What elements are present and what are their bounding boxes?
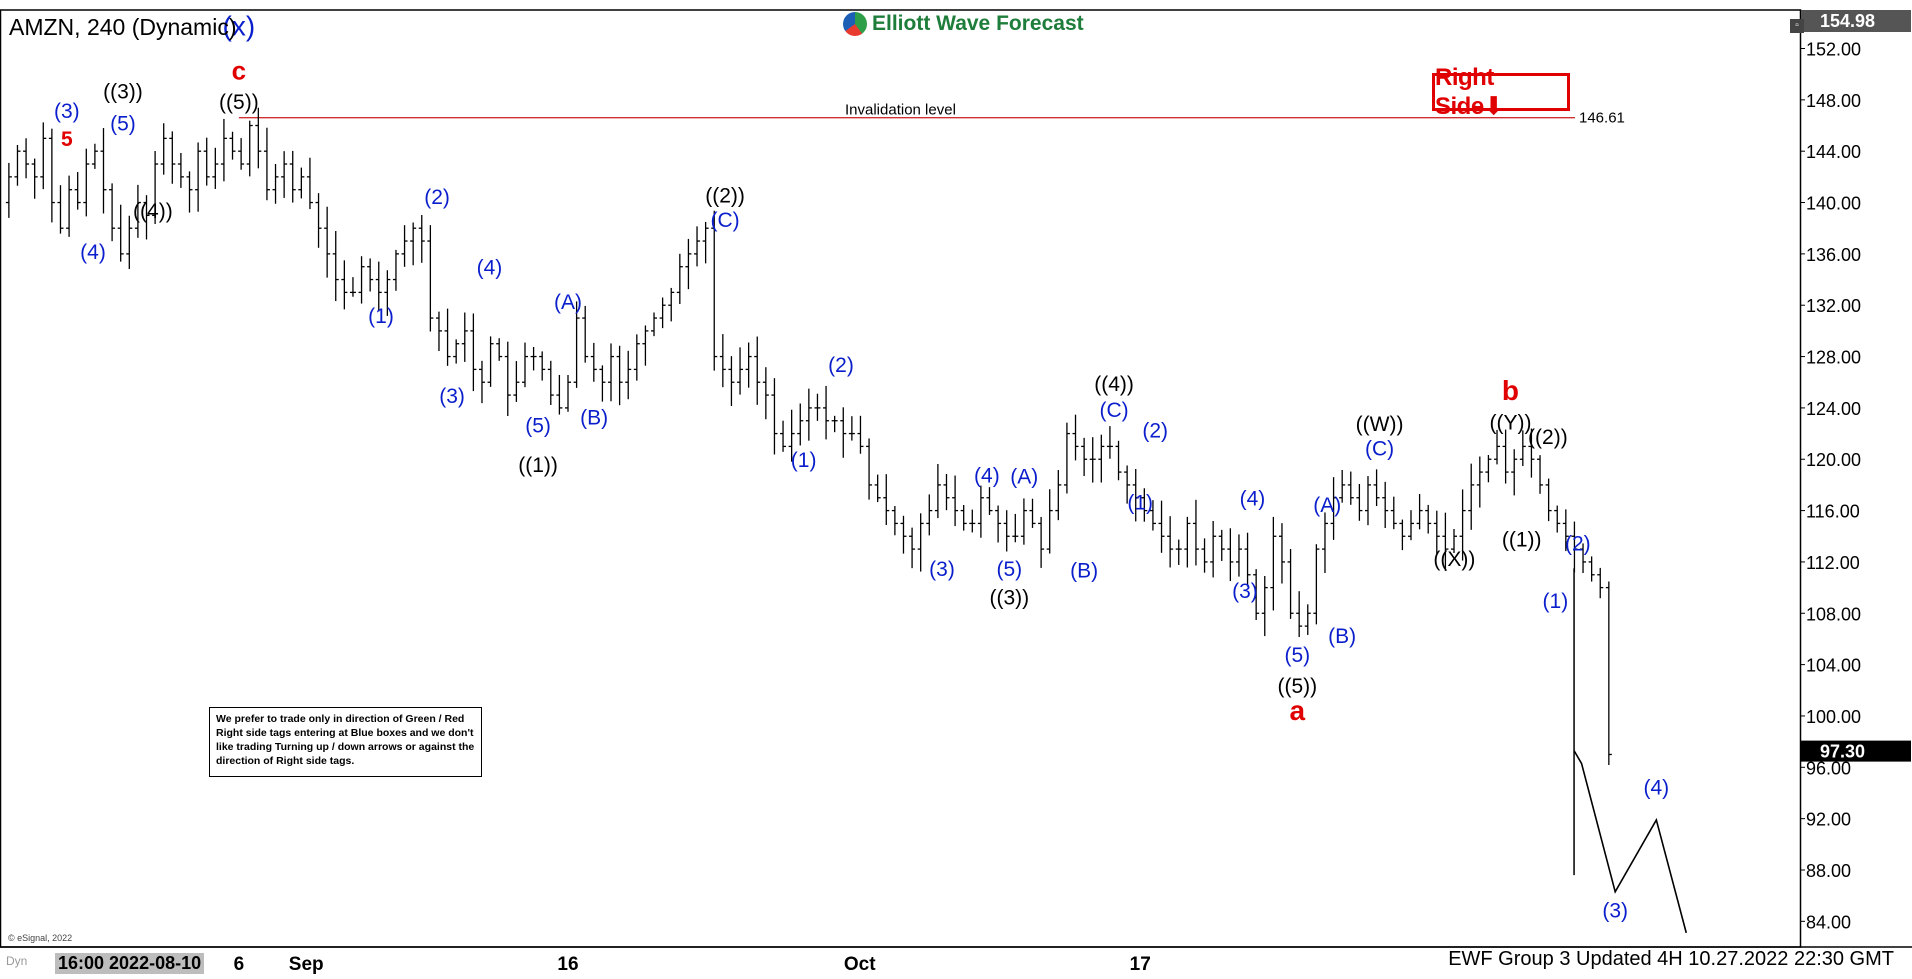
wave-label: ((W)) [1356, 413, 1404, 436]
wave-label: (A) [554, 291, 582, 314]
wave-label: (2) [828, 354, 854, 377]
wave-label: (C) [1099, 399, 1128, 422]
y-tick-label: 104.00 [1806, 656, 1861, 676]
wave-label: 5 [61, 128, 73, 151]
x-tick-label: 6 [234, 954, 245, 975]
wave-label: (4) [80, 241, 106, 264]
wave-label: (1) [791, 449, 817, 472]
wave-label: (2) [1565, 532, 1591, 555]
wave-label: (A) [1313, 494, 1341, 517]
invalidation-label: Invalidation level [845, 102, 956, 119]
wave-label: (3) [1232, 580, 1258, 603]
wave-label: (4) [477, 256, 503, 279]
wave-label: ((X)) [1433, 548, 1475, 571]
wave-label: (B) [580, 407, 608, 430]
wave-label: (2) [1142, 419, 1168, 442]
wave-label: ((3)) [989, 586, 1029, 609]
brand-name: Elliott Wave Forecast [872, 12, 1084, 35]
wave-label: (3) [54, 100, 80, 123]
top-price-badge [1801, 10, 1911, 32]
y-tick-label: 120.00 [1806, 450, 1861, 470]
y-tick-label: 88.00 [1806, 861, 1851, 881]
y-tick-label: 132.00 [1806, 296, 1861, 316]
y-tick-label: 148.00 [1806, 91, 1861, 111]
projection-path [1573, 750, 1688, 934]
wave-label: (3) [929, 558, 955, 581]
x-tick-label: 17 [1130, 954, 1151, 975]
wave-label: b [1502, 375, 1519, 406]
wave-label: (4) [974, 464, 1000, 487]
y-tick-label: 140.00 [1806, 194, 1861, 214]
y-tick-label: 136.00 [1806, 245, 1861, 265]
current-price-label: 97.30 [1820, 742, 1865, 762]
dyn-label: Dyn [6, 954, 28, 968]
y-tick-label: 128.00 [1806, 348, 1861, 368]
wave-label: (C) [711, 209, 740, 232]
wave-label: (3) [439, 385, 465, 408]
wave-label: ((1)) [1502, 529, 1542, 552]
current-price-badge [1801, 740, 1911, 762]
x-tick-label: Sep [289, 954, 324, 975]
wave-label: ((Y)) [1489, 412, 1531, 435]
y-tick-label: 96.00 [1806, 758, 1851, 778]
update-footer: EWF Group 3 Updated 4H 10.27.2022 22:30 … [1448, 948, 1894, 970]
copyright: © eSignal, 2022 [8, 933, 73, 943]
cursor-time: 16:00 2022-08-10 [55, 953, 205, 974]
wave-label: (2) [424, 186, 450, 209]
y-tick-label: 112.00 [1806, 553, 1860, 573]
wave-label: ((3)) [103, 81, 143, 104]
plot-frame [0, 9, 1802, 948]
wave-label: ((4)) [1094, 373, 1134, 396]
wave-label: c [232, 55, 246, 85]
wave-label: (1) [1127, 491, 1153, 514]
y-tick-label: 152.00 [1806, 40, 1861, 60]
wave-label: (5) [996, 558, 1022, 581]
wave-label: (1) [1543, 590, 1569, 613]
wave-label: ((2)) [1528, 426, 1568, 449]
x-tick-label: 16 [557, 954, 578, 975]
chart-title: AMZN, 240 (Dynamic) [9, 14, 237, 40]
wave-label: ((5)) [1277, 675, 1317, 698]
wave-label: ((4)) [133, 200, 173, 223]
wave-label: ((1)) [518, 454, 558, 477]
right-side-tag: Right Side⬇ [1432, 64, 1570, 120]
chart-menu-icon[interactable]: ▫ [1790, 19, 1804, 33]
y-tick-label: 124.00 [1806, 399, 1861, 419]
wave-label: (5) [110, 113, 136, 136]
y-tick-label: 100.00 [1806, 707, 1861, 727]
wave-label: (3) [1602, 899, 1628, 922]
y-tick-label: 144.00 [1806, 142, 1861, 162]
y-tick-label: 108.00 [1806, 604, 1861, 624]
wave-label: ((5)) [219, 91, 259, 114]
wave-label: (5) [1284, 644, 1310, 667]
top-price-label: 154.98 [1820, 11, 1875, 31]
wave-label: (C) [1365, 437, 1394, 460]
wave-label: a [1290, 695, 1306, 726]
wave-label: (1) [368, 305, 394, 328]
invalidation-value: 146.61 [1579, 110, 1625, 127]
brand-logo: Elliott Wave Forecast [843, 12, 1084, 36]
y-tick-label: 116.00 [1806, 502, 1860, 522]
wave-label: (4) [1644, 776, 1670, 799]
wave-label: ((2)) [705, 185, 745, 208]
x-tick-label: Oct [844, 954, 876, 975]
wave-label: (4) [1240, 487, 1266, 510]
ewf-logo-icon [843, 12, 867, 36]
y-tick-label: 84.00 [1806, 912, 1851, 932]
wave-label: (A) [1010, 466, 1038, 489]
wave-label: (5) [525, 414, 551, 437]
trading-note: We prefer to trade only in direction of … [209, 707, 482, 777]
y-tick-label: 92.00 [1806, 810, 1851, 830]
wave-label: (B) [1070, 559, 1098, 582]
wave-label: (x) [223, 11, 256, 42]
wave-label: (B) [1328, 625, 1356, 648]
